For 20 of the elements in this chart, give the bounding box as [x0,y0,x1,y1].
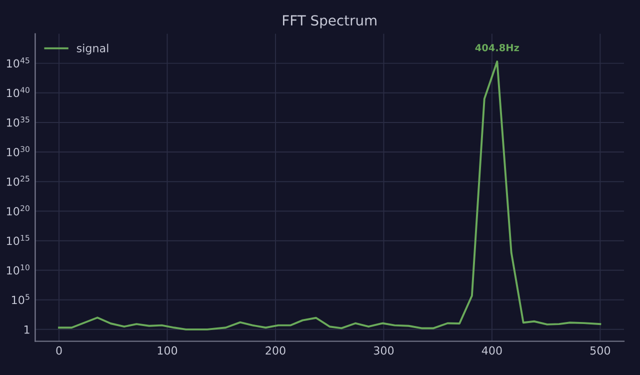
annotation: 404.8Hz [475,44,519,52]
x-tick-label: 100 [158,346,178,355]
y-tick-label: 1 [24,326,30,334]
y-tick-label: 10$^{35}$ [7,116,30,127]
x-tick-label: 0 [56,346,62,355]
y-tick-label: 10$^{25}$ [7,176,30,186]
x-tick-label: 400 [482,346,502,355]
chart-title: FFT Spectrum [282,15,376,28]
y-tick-label: 10$^{5}$ [12,294,30,304]
x-tick-label: 500 [590,346,610,355]
y-tick-label: 10$^{20}$ [7,205,30,216]
y-tick-label: 10$^{10}$ [7,264,30,275]
x-tick-label: 300 [374,346,394,355]
y-tick-label: 10$^{40}$ [7,86,30,98]
y-tick-label: 10$^{15}$ [7,234,30,246]
y-tick-label: 10$^{45}$ [7,58,30,68]
line-series [58,60,602,330]
legend-label: signal [76,44,108,55]
x-tick-label: 200 [266,346,286,355]
y-tick-label: 10$^{30}$ [7,146,30,156]
